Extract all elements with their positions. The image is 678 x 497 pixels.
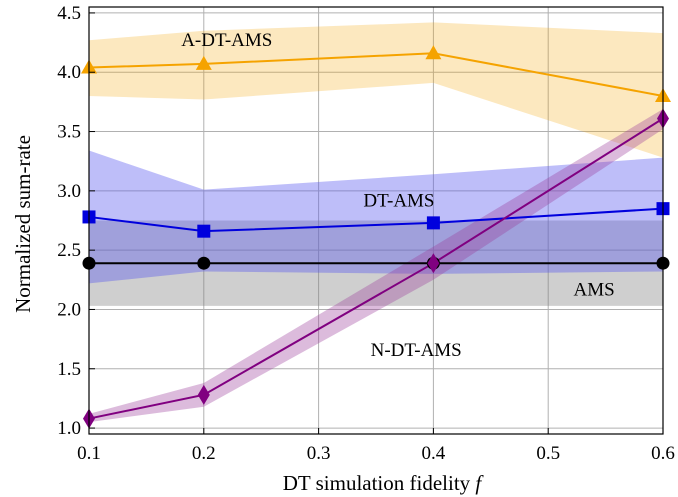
x-axis-label: DT simulation fidelity xyxy=(283,471,471,495)
y-tick-label: 3.0 xyxy=(57,181,81,202)
x-tick-label: 0.1 xyxy=(77,443,101,464)
dt-ams-point xyxy=(426,216,440,230)
series-labels: AMS DT-AMS A-DT-AMS N-DT-AMS xyxy=(181,30,615,361)
x-tick-label: 0.3 xyxy=(307,443,331,464)
dt-ams-line xyxy=(88,207,664,233)
plot-frame xyxy=(88,6,664,435)
y-tick-label: 2.5 xyxy=(57,240,81,261)
y-tick-label: 1.0 xyxy=(57,418,81,439)
tick-labels: 0.1 0.2 0.3 0.4 0.5 0.6 1.0 1.5 2.0 2.5 3.0 3.5 4.0 4… xyxy=(57,3,675,464)
x-tick-label: 0.6 xyxy=(651,443,675,464)
dt-ams-label: DT-AMS xyxy=(363,190,434,211)
x-tick-label: 0.4 xyxy=(422,443,446,464)
y-tick-label: 4.0 xyxy=(57,62,81,83)
confidence-bands xyxy=(89,22,663,423)
a-dt-ams-line xyxy=(88,52,664,97)
y-tick-label: 4.5 xyxy=(57,3,81,24)
a-dt-ams-band xyxy=(89,22,663,158)
ams-label: AMS xyxy=(574,279,615,300)
n-dt-ams-line xyxy=(88,117,664,420)
x-tick-label: 0.2 xyxy=(192,443,216,464)
a-dt-ams-point xyxy=(195,55,212,70)
x-tick-label: 0.5 xyxy=(536,443,560,464)
x-axis-title: DT simulation fidelity f xyxy=(283,471,485,495)
data-markers xyxy=(81,45,671,429)
axis-ticks xyxy=(88,12,664,434)
dt-ams-point xyxy=(197,224,211,238)
ams-point xyxy=(197,256,211,270)
a-dt-ams-point xyxy=(425,45,442,60)
n-dt-ams-point xyxy=(197,384,210,405)
dt-ams-band xyxy=(89,150,663,284)
a-dt-ams-label: A-DT-AMS xyxy=(181,30,272,51)
y-tick-label: 2.0 xyxy=(57,299,81,320)
series-lines xyxy=(88,52,664,420)
y-tick-label: 3.5 xyxy=(57,122,81,143)
x-axis-symbol: f xyxy=(475,471,484,495)
y-axis-title: Normalized sum-rate xyxy=(11,135,35,313)
n-dt-ams-label: N-DT-AMS xyxy=(371,340,462,361)
y-tick-label: 1.5 xyxy=(57,359,81,380)
n-dt-ams-point xyxy=(427,253,440,274)
